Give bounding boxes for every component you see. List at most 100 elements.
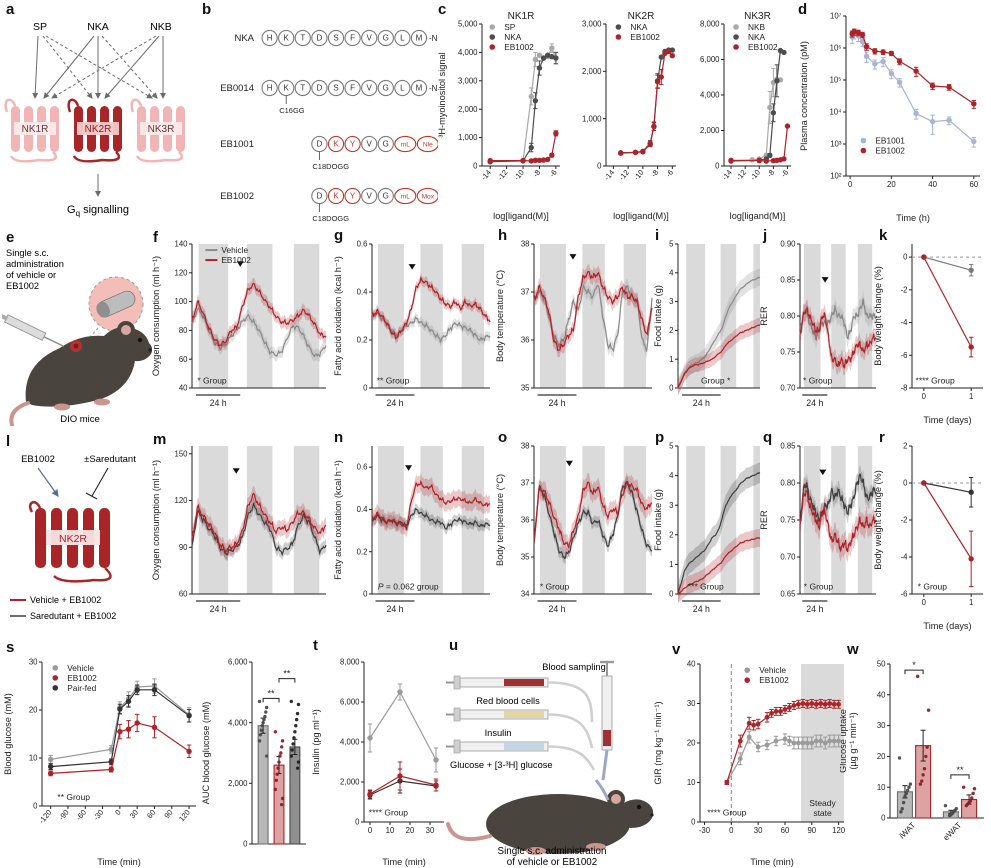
- svg-text:1,000: 1,000: [582, 114, 602, 123]
- svg-text:C18DOGG: C18DOGG: [312, 214, 349, 222]
- receptor-NK3R: NK3R: [130, 98, 185, 163]
- svg-text:L: L: [400, 34, 405, 43]
- receptor-NK1R: NK1R: [4, 98, 59, 163]
- svg-text:30: 30: [877, 721, 886, 730]
- chart-body-temperature-1: 35 36 37 38 24 h Body temperature (°C): [494, 234, 656, 431]
- svg-text:0: 0: [473, 162, 478, 171]
- svg-text:Nle: Nle: [423, 142, 433, 149]
- svg-text:120: 120: [174, 268, 188, 277]
- chart-body-temperature-2: 34 35 36 37 38 * Group 24 h Body temperature (°…: [494, 436, 656, 637]
- svg-text:10: 10: [29, 754, 38, 763]
- svg-text:C18DOGG: C18DOGG: [312, 162, 349, 171]
- panel-s-label: s: [6, 639, 15, 656]
- chart-food-intake-2: 0 1 2 3 4 5 *** Group 24 h Food intake (g): [652, 436, 764, 637]
- svg-text:0: 0: [881, 814, 886, 823]
- u-caption-line1: Single s.c. administration: [498, 846, 607, 857]
- svg-text:0: 0: [597, 162, 602, 171]
- svg-p: 0 1 2 3 4 5 *** Group 24 h Food intake (g): [653, 442, 761, 614]
- svg-text:0: 0: [922, 598, 927, 607]
- svg-text:** Group: ** Group: [57, 792, 90, 802]
- svg-text:36: 36: [521, 336, 530, 345]
- panel-i-label: i: [655, 227, 660, 244]
- panel-o-label: o: [498, 429, 508, 446]
- svg-text:M: M: [416, 34, 423, 43]
- svg-text:0.2: 0.2: [357, 547, 368, 556]
- svg-r: 2 0 -2 -4 -6 0 1 * Group Time (days) Body weight …: [873, 442, 983, 631]
- svg-text:-4: -4: [901, 318, 909, 327]
- mouse-foot2: [94, 398, 110, 406]
- svg-m: 60 90 120 150 24 h Oxygen consumption (ml h⁻¹…: [151, 446, 327, 614]
- panel-v-label: v: [672, 641, 681, 658]
- svg-text:2,000: 2,000: [458, 105, 478, 114]
- svg-text:0.80: 0.80: [780, 479, 796, 488]
- series-EB1002: [620, 50, 673, 154]
- svg-text:T: T: [300, 84, 305, 93]
- svg-g: 0 0.2 0.4 0.6 ** Group 24 h Fatty acid oxidati…: [333, 240, 491, 408]
- series-Vehicle: [50, 685, 190, 760]
- svg-text:F: F: [350, 34, 355, 43]
- svg-text:RER: RER: [759, 306, 769, 326]
- svg-text:4: 4: [669, 268, 674, 277]
- svg-text:Plasma concentration (pM): Plasma concentration (pM): [799, 41, 809, 151]
- chart-rer-1: 0.70 0.75 0.80 0.85 0.90 * Group 24 h RER: [758, 234, 880, 431]
- svg-text:90: 90: [179, 543, 188, 552]
- saredutant-label: ±Saredutant: [84, 454, 136, 465]
- svg-text:* Group: * Group: [197, 376, 227, 386]
- svg-text:Body temperature (°C): Body temperature (°C): [495, 474, 505, 566]
- panel-l-label: l: [6, 433, 11, 450]
- svg-text:D: D: [317, 34, 323, 43]
- clamp-diagram: Blood sampling Red blood cells Insulin: [446, 660, 654, 868]
- panel-r-label: r: [879, 429, 885, 446]
- chart-auc-blood-glucose: 0 2,000 4,000 6,000 ** ** AUC blood glucose (m…: [200, 648, 312, 868]
- series-NKA: [731, 49, 785, 162]
- blood-sampling-label: Blood sampling: [542, 662, 606, 672]
- svg-text:D: D: [317, 192, 323, 201]
- svg-text:24 h: 24 h: [386, 398, 403, 408]
- svg-text:0: 0: [669, 590, 674, 599]
- svg-text:Time (days): Time (days): [923, 415, 971, 425]
- chart-oxygen-consumption-1: 40 60 80 100 120 140 * Group 24 h Oxygen consump…: [150, 234, 330, 431]
- svg-text:1: 1: [669, 560, 673, 569]
- mouse-u: [446, 779, 654, 855]
- svg-text:Vehicle: Vehicle: [759, 665, 786, 675]
- legend-l-item1: Vehicle + EB1002: [30, 595, 101, 605]
- svg-text:P = 0.062 group: P = 0.062 group: [378, 582, 439, 592]
- injection-marker: [405, 465, 413, 471]
- svg-text:10: 10: [386, 826, 395, 835]
- receptor-diagram: SP NKA NKB NK1R NK2R NK3R Gq signalling: [4, 21, 185, 218]
- svg-text:Glucose uptake: Glucose uptake: [840, 709, 848, 773]
- series-Vehicle: [369, 690, 437, 761]
- svg-text:Pair-fed: Pair-fed: [67, 683, 96, 693]
- svg-text:NKA: NKA: [234, 33, 254, 44]
- admin-caption-line3: of vehicle or: [6, 270, 56, 280]
- svg-text:M: M: [416, 84, 423, 93]
- injection-marker: [819, 469, 827, 476]
- svg-text:**** Group: **** Group: [369, 808, 408, 818]
- svg-text:V: V: [367, 140, 373, 149]
- series-EB1002: [533, 270, 653, 352]
- svg-text:8,000: 8,000: [700, 20, 720, 29]
- chart-body-weight-change-1: 0 -2 -4 -6 -8 0 1 **** Group Time (days) Body wei…: [872, 234, 991, 431]
- svg-text:120: 120: [177, 808, 192, 823]
- svg-text:0: 0: [363, 384, 368, 393]
- svg-text:35: 35: [521, 553, 530, 562]
- svg-text:24 h: 24 h: [548, 604, 565, 614]
- svg-text:C16GG: C16GG: [279, 106, 305, 115]
- svg-text:-10: -10: [748, 168, 762, 182]
- svg-text:-8: -8: [765, 168, 776, 179]
- series-Vehicle + EB1002: [371, 479, 491, 532]
- svg-text:NK1R: NK1R: [508, 11, 535, 22]
- svg-text:2: 2: [903, 442, 907, 451]
- svg-text:0.4: 0.4: [357, 505, 369, 514]
- panel-t-label: t: [313, 637, 318, 654]
- series-EB1002: [731, 126, 789, 162]
- svg-text:1: 1: [669, 355, 673, 364]
- svg-text:SP: SP: [504, 22, 516, 32]
- svg-text:4,000: 4,000: [458, 48, 478, 57]
- svg-text:NKB: NKB: [748, 22, 766, 32]
- mouse-nose: [148, 348, 152, 352]
- injection-marker: [236, 261, 244, 267]
- svg-text:-120: -120: [37, 808, 54, 825]
